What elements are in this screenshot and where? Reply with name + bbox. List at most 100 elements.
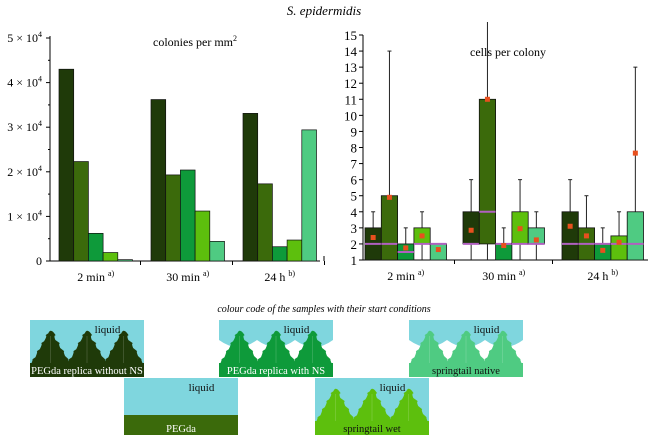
nanostructure-tree-icon <box>220 330 259 364</box>
chart-title-sup: 2 <box>233 34 237 43</box>
substrate-layer <box>219 363 333 377</box>
liquid-label: liquid <box>284 324 310 336</box>
category-note: a) <box>519 268 526 277</box>
mean-marker <box>435 247 441 253</box>
bar <box>301 129 317 262</box>
y-tick-label-sup: 4 <box>38 75 42 84</box>
liquid-label: liquid <box>380 382 406 394</box>
colour-legend: liquid PEGda replica without NS liquid PEGd… <box>30 320 523 435</box>
nanostructure-tree-icon <box>446 330 486 364</box>
category-note: a) <box>108 269 115 278</box>
mean-marker <box>468 227 474 233</box>
nanostructure-tree-icon <box>256 330 296 364</box>
category-label: 24 h <box>587 269 608 283</box>
bar <box>117 259 133 262</box>
y-tick-label-base: 4 × 10 <box>7 76 38 90</box>
bar <box>257 183 273 262</box>
category-label: 24 h <box>264 270 285 284</box>
y-tick-label: 5 × 104 <box>7 30 42 45</box>
box <box>561 211 579 261</box>
chart-title: colonies per mm2 <box>153 34 237 49</box>
bar <box>58 68 75 262</box>
chart-title-base: colonies per mm <box>153 35 234 49</box>
nanostructure-tree-icon <box>410 330 449 364</box>
y-tick-label: 7 <box>351 157 358 172</box>
y-tick-label-sup: 4 <box>38 208 42 217</box>
bar <box>150 99 167 262</box>
y-tick-label: 13 <box>344 60 357 75</box>
sample-label: PEGda <box>166 424 196 435</box>
y-tick-label: 9 <box>351 124 358 139</box>
chart-title: cells per colony <box>470 45 546 59</box>
bar <box>194 210 211 262</box>
bar <box>88 232 104 262</box>
liquid-layer <box>124 378 238 415</box>
nanostructure-tree-icon <box>389 388 428 422</box>
nanostructure-tree-icon <box>67 330 107 364</box>
substrate-layer <box>409 363 523 377</box>
mean-marker <box>600 247 606 253</box>
mean-marker <box>403 245 409 251</box>
legend-panel: liquid springtail native <box>409 320 523 377</box>
y-tick-label: 0 <box>36 254 42 268</box>
category-label: 2 min <box>77 270 105 284</box>
bar <box>180 169 196 262</box>
sample-label: springtail native <box>432 366 500 377</box>
box <box>626 211 644 261</box>
y-tick-label: 3 <box>351 221 358 236</box>
y-tick-label: 14 <box>344 44 358 59</box>
liquid-label: liquid <box>95 324 121 336</box>
x-tick-label: 2 min a) <box>387 268 424 283</box>
x-tick-label: 2 min a) <box>77 269 114 284</box>
box <box>380 195 398 261</box>
nanostructure-tree-icon <box>316 388 355 422</box>
bar <box>286 239 303 262</box>
substrate-layer <box>315 421 429 435</box>
sample-label: springtail wet <box>343 424 401 435</box>
y-tick-label-sup: 4 <box>38 164 42 173</box>
bar <box>102 252 119 262</box>
bar <box>272 246 288 262</box>
category-label: 30 min <box>166 270 200 284</box>
y-tick-label: 1 × 104 <box>7 208 42 223</box>
liquid-label: liquid <box>474 324 500 336</box>
nanostructure-tree-icon <box>293 330 332 364</box>
mean-marker <box>419 233 425 239</box>
box <box>610 235 628 261</box>
y-tick-label: 10 <box>344 108 357 123</box>
legend-panel: liquid PEGda replica with NS <box>219 320 333 377</box>
category-label: 2 min <box>387 269 415 283</box>
mean-marker <box>616 239 622 245</box>
y-tick-label: 2 × 104 <box>7 164 42 179</box>
y-tick-label: 11 <box>344 92 357 107</box>
nanostructure-tree-icon <box>104 330 143 364</box>
mean-marker <box>386 194 392 200</box>
category-note: b) <box>611 268 618 277</box>
y-tick-label-sup: 4 <box>38 119 42 128</box>
legend-caption: colour code of the samples with their st… <box>217 304 430 315</box>
x-tick-label: 24 h b) <box>264 269 295 284</box>
mean-marker <box>583 233 589 239</box>
y-tick-label: 15 <box>344 28 357 43</box>
legend-panel: liquid springtail wet <box>315 378 429 435</box>
substrate-layer <box>124 415 238 435</box>
nanostructure-tree-icon <box>31 330 70 364</box>
box <box>478 98 496 245</box>
bar <box>242 113 259 262</box>
bar <box>209 241 225 262</box>
y-tick-label: 5 <box>351 189 358 204</box>
category-label: 30 min <box>482 269 516 283</box>
y-tick-label-base: 1 × 10 <box>7 209 38 223</box>
x-tick-label: 24 h b) <box>587 268 618 283</box>
sample-label: PEGda replica with NS <box>227 366 325 377</box>
nanostructure-tree-icon <box>483 330 522 364</box>
mean-marker <box>517 226 523 232</box>
bar <box>165 174 181 262</box>
sample-label: PEGda replica without NS <box>31 366 143 377</box>
y-tick-label-base: 0 <box>36 254 42 268</box>
mean-marker <box>501 243 507 249</box>
x-tick-label: 30 min a) <box>482 268 525 283</box>
y-tick-label: 12 <box>344 76 357 91</box>
